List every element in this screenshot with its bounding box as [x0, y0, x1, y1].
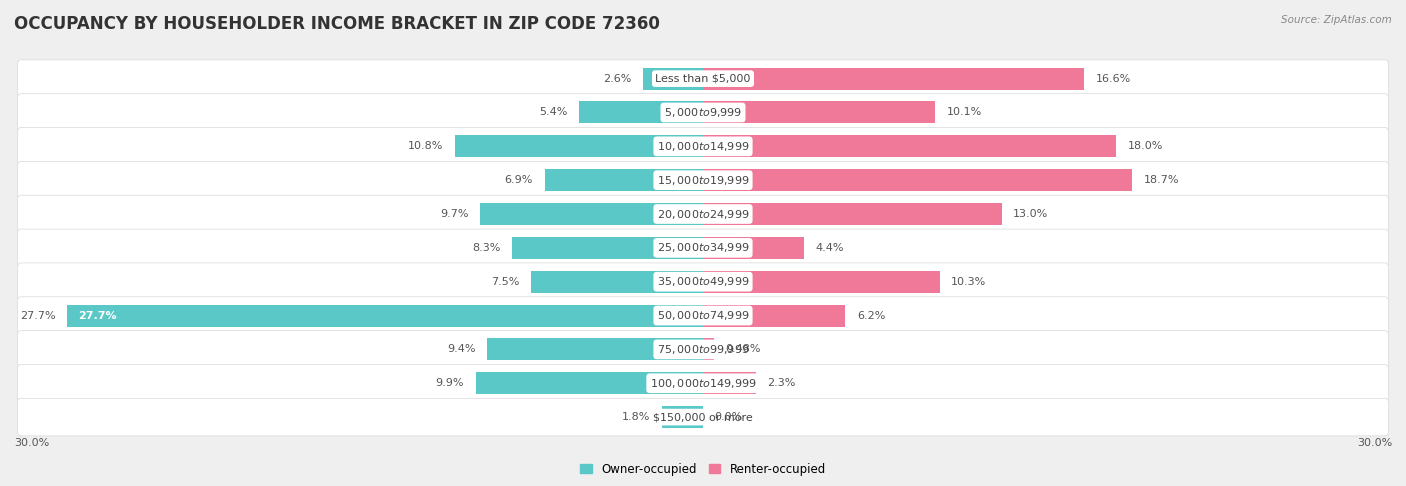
Bar — [481, 203, 703, 225]
Text: $35,000 to $49,999: $35,000 to $49,999 — [657, 275, 749, 288]
Bar — [512, 237, 703, 259]
FancyBboxPatch shape — [17, 297, 1389, 334]
Text: $20,000 to $24,999: $20,000 to $24,999 — [657, 208, 749, 221]
Text: $25,000 to $34,999: $25,000 to $34,999 — [657, 242, 749, 254]
Bar — [486, 338, 703, 361]
Text: 30.0%: 30.0% — [1357, 438, 1392, 448]
Bar — [703, 68, 1084, 89]
FancyBboxPatch shape — [17, 195, 1389, 233]
Text: 18.7%: 18.7% — [1144, 175, 1180, 185]
Text: Less than $5,000: Less than $5,000 — [655, 73, 751, 84]
FancyBboxPatch shape — [17, 94, 1389, 131]
Bar — [456, 135, 703, 157]
Text: 27.7%: 27.7% — [20, 311, 55, 321]
FancyBboxPatch shape — [17, 263, 1389, 300]
Text: 1.8%: 1.8% — [621, 412, 650, 422]
Text: 9.9%: 9.9% — [436, 378, 464, 388]
FancyBboxPatch shape — [17, 399, 1389, 436]
Text: $100,000 to $149,999: $100,000 to $149,999 — [650, 377, 756, 390]
Bar — [703, 102, 935, 123]
FancyBboxPatch shape — [17, 330, 1389, 368]
Text: 0.0%: 0.0% — [714, 412, 742, 422]
Bar — [703, 203, 1001, 225]
Text: 5.4%: 5.4% — [538, 107, 568, 118]
FancyBboxPatch shape — [17, 60, 1389, 97]
Bar — [475, 372, 703, 394]
Bar — [703, 372, 756, 394]
Text: 10.8%: 10.8% — [408, 141, 443, 151]
Text: Source: ZipAtlas.com: Source: ZipAtlas.com — [1281, 15, 1392, 25]
Text: 7.5%: 7.5% — [491, 277, 519, 287]
Bar — [703, 135, 1116, 157]
Bar — [644, 68, 703, 89]
Bar — [531, 271, 703, 293]
Text: 2.6%: 2.6% — [603, 73, 631, 84]
Text: 4.4%: 4.4% — [815, 243, 844, 253]
Text: 0.48%: 0.48% — [725, 345, 761, 354]
Bar — [662, 406, 703, 428]
Text: 10.1%: 10.1% — [946, 107, 981, 118]
Bar — [703, 305, 845, 327]
Text: OCCUPANCY BY HOUSEHOLDER INCOME BRACKET IN ZIP CODE 72360: OCCUPANCY BY HOUSEHOLDER INCOME BRACKET … — [14, 15, 659, 33]
Text: $50,000 to $74,999: $50,000 to $74,999 — [657, 309, 749, 322]
Bar — [703, 271, 939, 293]
Bar — [703, 237, 804, 259]
Text: 10.3%: 10.3% — [950, 277, 986, 287]
Text: $75,000 to $99,999: $75,000 to $99,999 — [657, 343, 749, 356]
Text: 6.2%: 6.2% — [856, 311, 886, 321]
Text: $150,000 or more: $150,000 or more — [654, 412, 752, 422]
Text: $10,000 to $14,999: $10,000 to $14,999 — [657, 140, 749, 153]
Text: 16.6%: 16.6% — [1095, 73, 1130, 84]
FancyBboxPatch shape — [17, 364, 1389, 402]
Bar — [67, 305, 703, 327]
FancyBboxPatch shape — [17, 127, 1389, 165]
FancyBboxPatch shape — [17, 229, 1389, 267]
Text: $5,000 to $9,999: $5,000 to $9,999 — [664, 106, 742, 119]
Text: 9.7%: 9.7% — [440, 209, 468, 219]
Text: $15,000 to $19,999: $15,000 to $19,999 — [657, 174, 749, 187]
Text: 30.0%: 30.0% — [14, 438, 49, 448]
Text: 9.4%: 9.4% — [447, 345, 475, 354]
Bar — [579, 102, 703, 123]
Text: 27.7%: 27.7% — [79, 311, 117, 321]
Bar — [544, 169, 703, 191]
Bar — [703, 338, 714, 361]
Text: 2.3%: 2.3% — [768, 378, 796, 388]
Text: 18.0%: 18.0% — [1128, 141, 1163, 151]
Bar — [703, 169, 1132, 191]
Text: 8.3%: 8.3% — [472, 243, 501, 253]
FancyBboxPatch shape — [17, 161, 1389, 199]
Text: 6.9%: 6.9% — [505, 175, 533, 185]
Text: 13.0%: 13.0% — [1012, 209, 1049, 219]
Legend: Owner-occupied, Renter-occupied: Owner-occupied, Renter-occupied — [575, 458, 831, 481]
